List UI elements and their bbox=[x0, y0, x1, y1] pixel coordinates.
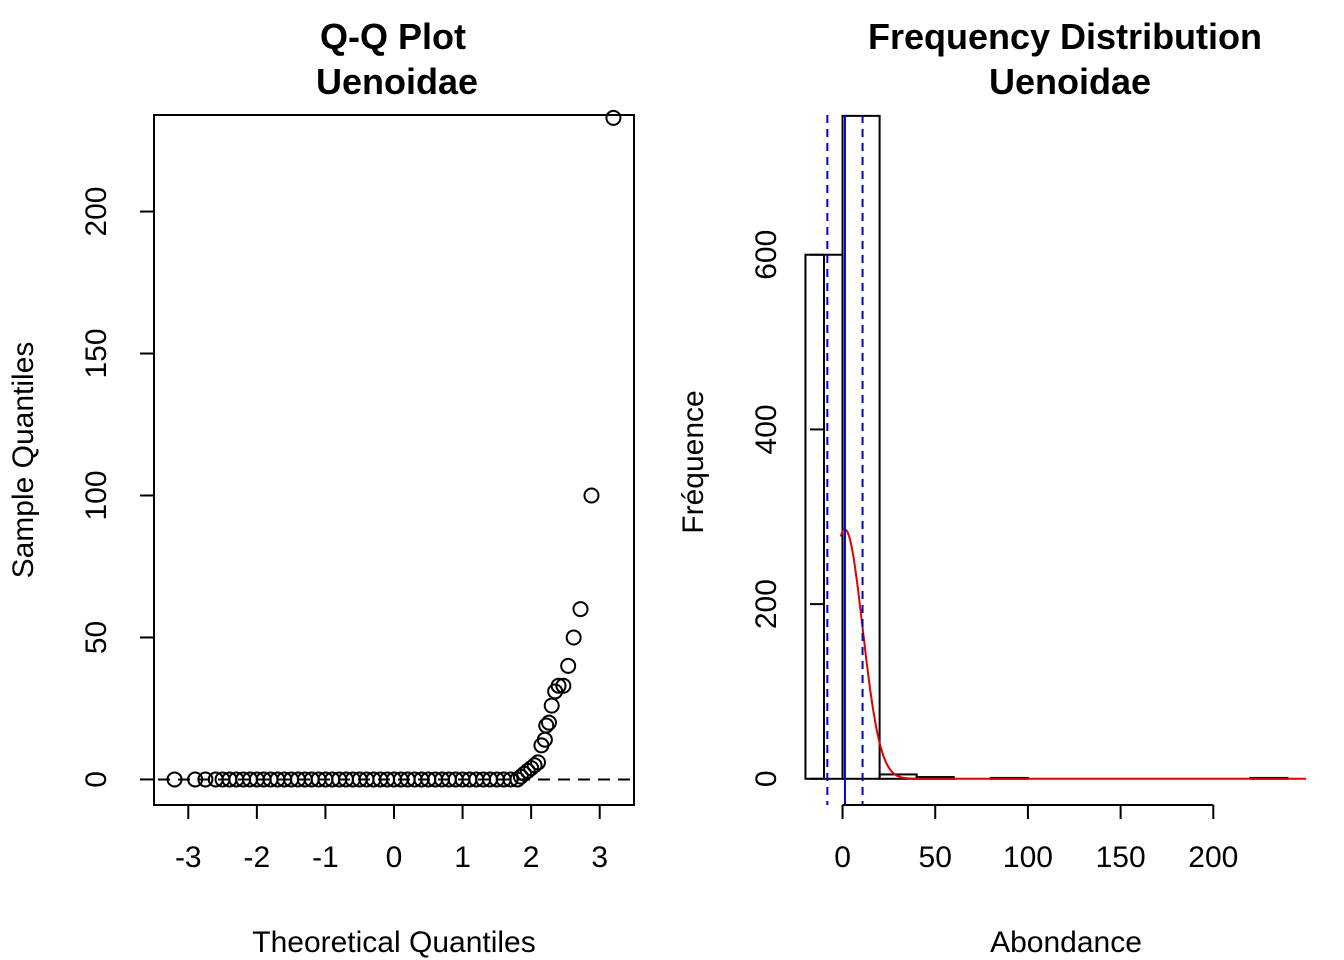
qq-point bbox=[540, 714, 557, 731]
qq-title: Q-Q Plot bbox=[320, 16, 466, 57]
qq-y-tick-label: 0 bbox=[80, 771, 113, 788]
qq-plot-frame bbox=[153, 114, 635, 806]
qq-x-tick-label: 2 bbox=[523, 841, 540, 874]
qq-x-tick-label: -2 bbox=[244, 841, 271, 874]
hist-y-axis: 0 200 400 600 bbox=[750, 230, 825, 787]
hist-y-tick-label: 200 bbox=[750, 579, 783, 629]
qq-y-tick-label: 150 bbox=[80, 328, 113, 378]
qq-subtitle: Uenoidae bbox=[316, 61, 478, 102]
hist-x-tick-label: 100 bbox=[1003, 841, 1053, 874]
hist-x-axis: 0 50 100 150 200 bbox=[834, 804, 1238, 874]
hist-y-tick-label: 600 bbox=[750, 230, 783, 280]
qq-y-axis-label: Sample Quantiles bbox=[7, 342, 40, 579]
hist-y-tick-label: 400 bbox=[750, 404, 783, 454]
qq-y-tick-label: 50 bbox=[80, 621, 113, 654]
qq-point bbox=[538, 717, 555, 734]
hist-x-tick-label: 0 bbox=[834, 841, 851, 874]
hist-y-tick-label: 0 bbox=[750, 770, 783, 787]
qq-x-tick-label: 0 bbox=[386, 841, 403, 874]
qq-x-axis-label: Theoretical Quantiles bbox=[252, 926, 535, 959]
hist-bars bbox=[804, 114, 1289, 780]
qq-point bbox=[550, 677, 567, 694]
qq-x-tick-label: 1 bbox=[454, 841, 471, 874]
hist-x-axis-label: Abondance bbox=[990, 926, 1142, 959]
qq-plot-panel: Q-Q Plot Uenoidae -3 -2 -1 0 1 2 3 0 50 100 150 20… bbox=[7, 16, 635, 959]
qq-point bbox=[543, 697, 560, 714]
hist-y-axis-label: Fréquence bbox=[677, 390, 710, 533]
qq-x-axis: -3 -2 -1 0 1 2 3 bbox=[175, 804, 608, 874]
hist-bar bbox=[841, 114, 881, 780]
qq-y-axis: 0 50 100 150 200 bbox=[80, 187, 155, 788]
qq-x-tick-label: -1 bbox=[312, 841, 339, 874]
qq-point bbox=[560, 657, 577, 674]
qq-x-tick-label: -3 bbox=[175, 841, 202, 874]
hist-x-tick-label: 50 bbox=[919, 841, 952, 874]
qq-y-tick-label: 100 bbox=[80, 470, 113, 520]
qq-point bbox=[572, 601, 589, 618]
hist-x-tick-label: 150 bbox=[1096, 841, 1146, 874]
histogram-panel: Frequency Distribution Uenoidae 0 50 100 15… bbox=[677, 16, 1306, 959]
qq-y-tick-label: 200 bbox=[80, 187, 113, 237]
hist-title: Frequency Distribution bbox=[868, 16, 1262, 57]
qq-point bbox=[197, 771, 214, 788]
qq-points bbox=[166, 109, 622, 788]
qq-point bbox=[526, 757, 543, 774]
qq-point bbox=[502, 771, 519, 788]
hist-x-tick-label: 200 bbox=[1188, 841, 1238, 874]
hist-subtitle: Uenoidae bbox=[989, 61, 1151, 102]
qq-point bbox=[187, 771, 204, 788]
qq-x-tick-label: 3 bbox=[591, 841, 608, 874]
qq-point bbox=[605, 109, 622, 126]
qq-point bbox=[583, 487, 600, 504]
hist-vertical-lines bbox=[826, 115, 864, 805]
hist-density-curve bbox=[839, 528, 1306, 780]
qq-point bbox=[530, 754, 546, 771]
qq-point bbox=[565, 629, 582, 646]
qq-point bbox=[555, 677, 572, 694]
qq-point bbox=[166, 771, 183, 788]
